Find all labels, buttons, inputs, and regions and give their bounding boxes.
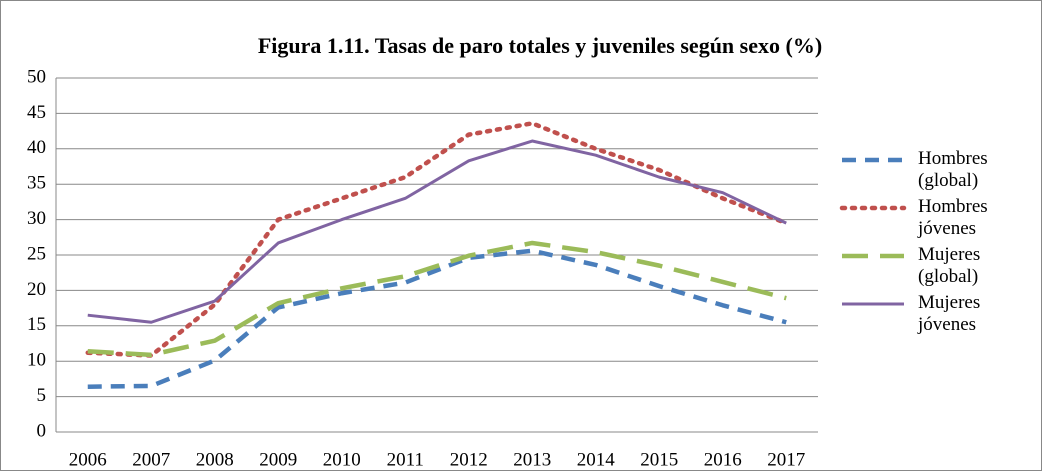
x-tick-label: 2016 xyxy=(704,449,742,470)
y-tick-label: 10 xyxy=(27,350,46,371)
legend-label: Hombres (global) xyxy=(918,148,988,191)
y-tick-label: 25 xyxy=(27,243,46,264)
y-tick-label: 20 xyxy=(27,279,46,300)
y-tick-label: 30 xyxy=(27,208,46,229)
x-tick-label: 2009 xyxy=(259,449,297,470)
legend-label: Mujeres (global) xyxy=(918,244,981,287)
legend-label: Hombres jóvenes xyxy=(918,196,988,239)
x-tick-label: 2013 xyxy=(513,449,551,470)
y-tick-label: 45 xyxy=(27,102,46,123)
x-tick-label: 2017 xyxy=(767,449,805,470)
y-tick-label: 5 xyxy=(37,385,47,406)
x-tick-label: 2006 xyxy=(69,449,107,470)
x-tick-label: 2015 xyxy=(640,449,678,470)
series-line xyxy=(85,121,789,358)
y-tick-label: 0 xyxy=(37,420,47,441)
x-tick-label: 2011 xyxy=(387,449,424,470)
x-tick-label: 2014 xyxy=(577,449,616,470)
x-tick-label: 2012 xyxy=(450,449,488,470)
series-line xyxy=(87,248,787,389)
x-tick-label: 2007 xyxy=(132,449,170,470)
chart-title: Figura 1.11. Tasas de paro totales y juv… xyxy=(258,33,822,58)
series-line xyxy=(87,240,787,358)
x-tick-label: 2008 xyxy=(196,449,234,470)
series-line xyxy=(87,139,787,324)
y-tick-label: 15 xyxy=(27,314,46,335)
y-tick-label: 40 xyxy=(27,137,46,158)
legend-label: Mujeres jóvenes xyxy=(918,292,981,335)
x-tick-label: 2010 xyxy=(323,449,361,470)
y-tick-label: 50 xyxy=(27,66,46,87)
y-tick-label: 35 xyxy=(27,173,46,194)
